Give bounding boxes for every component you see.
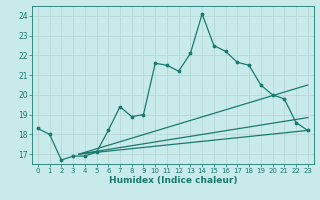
- X-axis label: Humidex (Indice chaleur): Humidex (Indice chaleur): [108, 176, 237, 185]
